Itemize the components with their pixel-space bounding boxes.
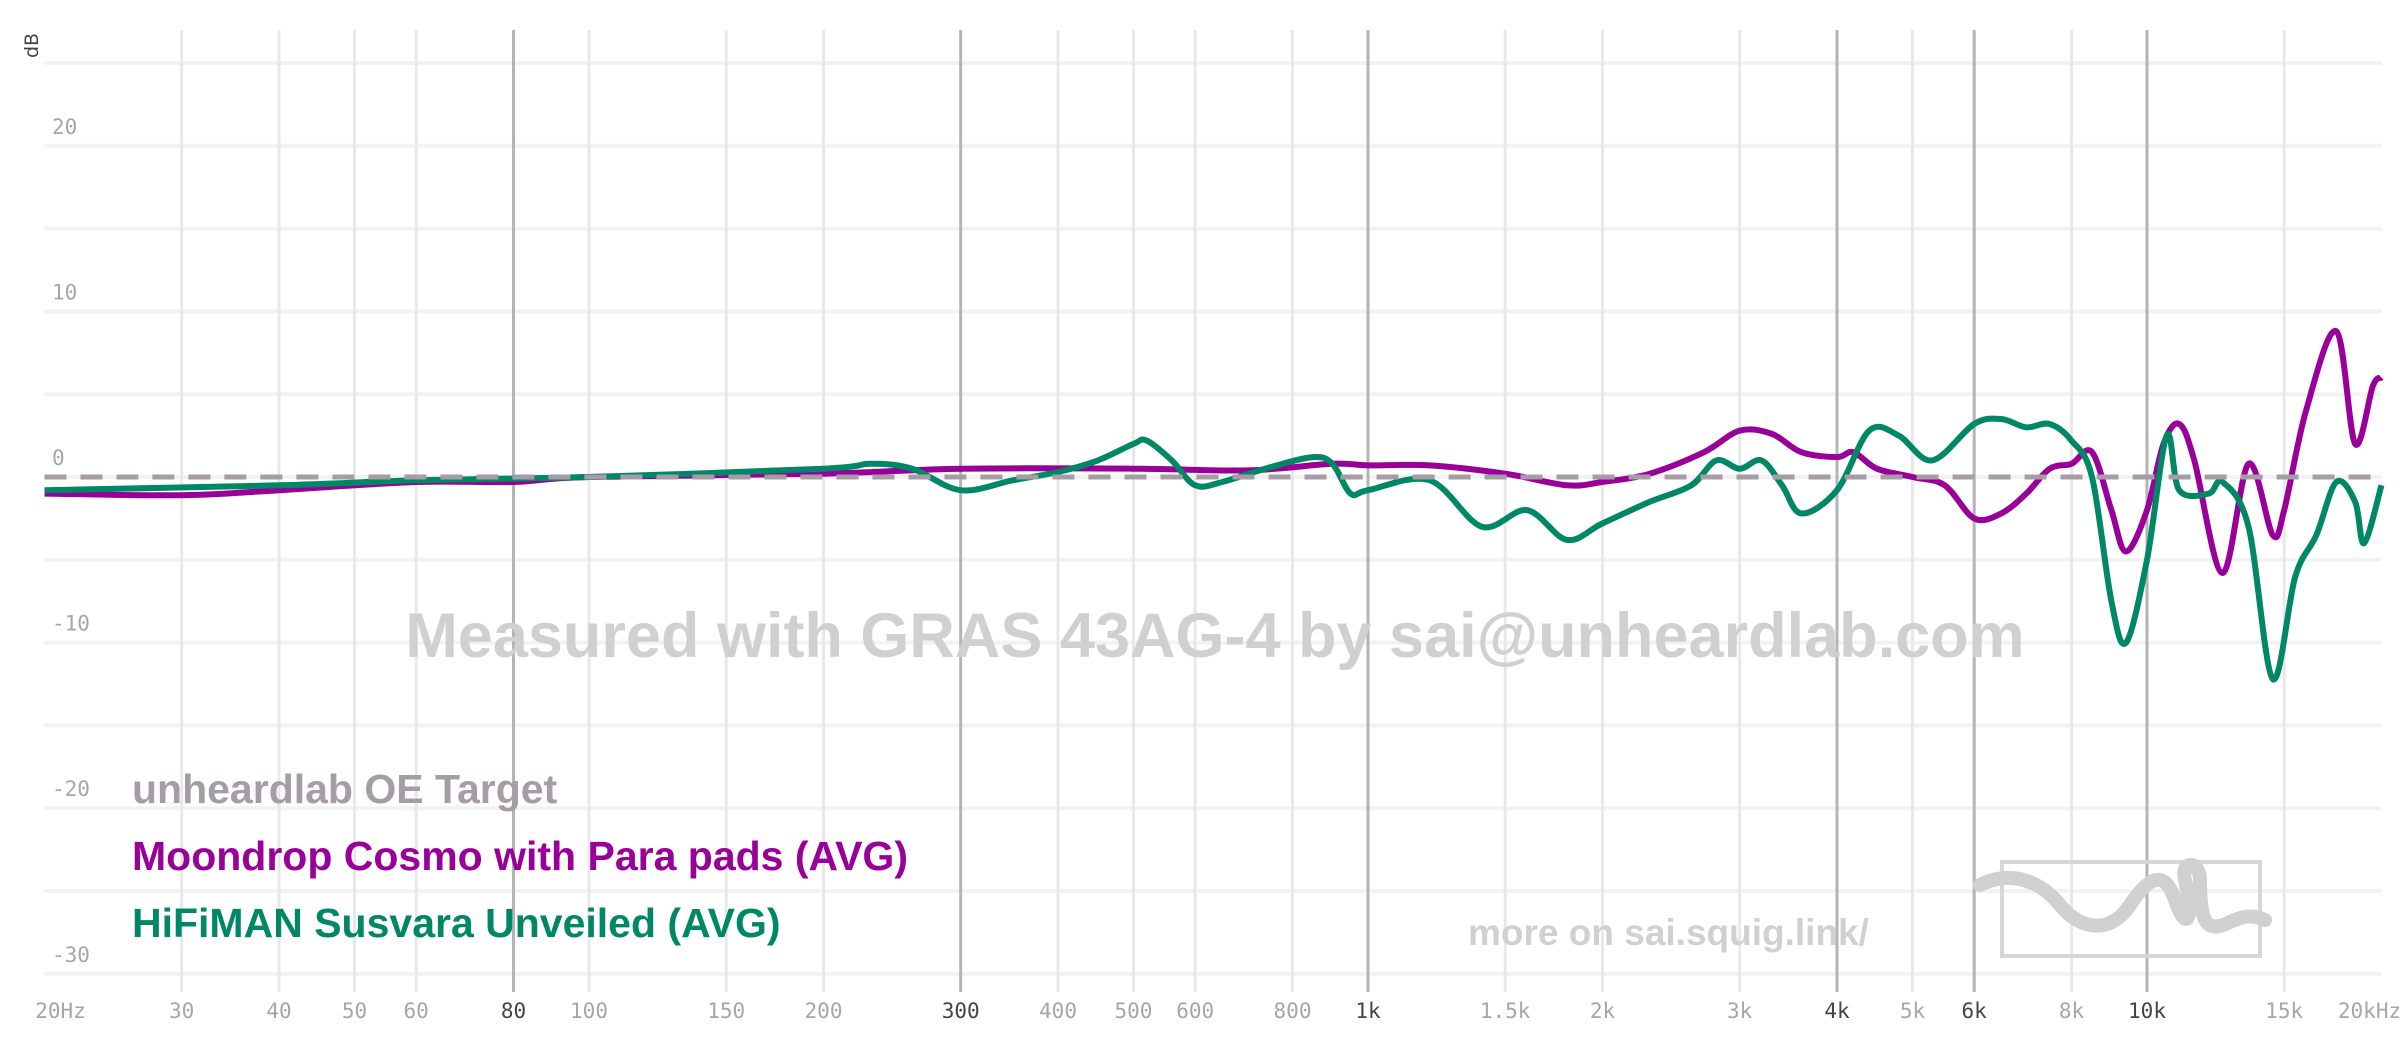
axis-ticks: 20Hz 30 40 50 60 80 100 150 200 300 400 500 600 800 1k… <box>35 115 2400 1023</box>
x-tick-label: 150 <box>707 999 745 1023</box>
x-tick-label: 1.5k <box>1480 999 1531 1023</box>
y-axis-label: dB <box>21 33 43 58</box>
y-tick-label: 0 <box>52 446 65 470</box>
x-tick-label: 3k <box>1727 999 1753 1023</box>
series-line-2 <box>44 415 2385 683</box>
x-tick-label: 80 <box>501 999 526 1023</box>
x-tick-label: 20Hz <box>35 999 86 1023</box>
y-tick-label: 10 <box>52 280 77 304</box>
series-line-1 <box>44 328 2384 577</box>
watermark: Measured with GRAS 43AG-4 by sai@unheard… <box>405 601 2025 671</box>
y-tick-label: -30 <box>52 943 90 967</box>
x-tick-label: 15k <box>2265 999 2303 1023</box>
x-tick-label: 800 <box>1274 999 1312 1023</box>
site-link-text: more on sai.squig.link/ <box>1468 912 1869 953</box>
x-tick-label: 20kHz <box>2338 999 2400 1023</box>
x-tick-label: 60 <box>404 999 429 1023</box>
x-tick-label: 300 <box>942 999 980 1023</box>
legend-target[interactable]: unheardlab OE Target <box>132 766 558 812</box>
x-tick-label: 200 <box>805 999 843 1023</box>
x-tick-label: 30 <box>169 999 194 1023</box>
x-tick-label: 1k <box>1355 999 1381 1023</box>
x-tick-label: 2k <box>1590 999 1616 1023</box>
y-tick-label: 20 <box>52 115 77 139</box>
y-tick-label: -10 <box>52 612 90 636</box>
x-tick-label: 4k <box>1824 999 1850 1023</box>
x-tick-label: 40 <box>266 999 291 1023</box>
x-tick-label: 100 <box>570 999 608 1023</box>
legend-moondrop-cosmo[interactable]: Moondrop Cosmo with Para pads (AVG) <box>132 833 908 879</box>
x-tick-label: 10k <box>2128 999 2166 1023</box>
x-tick-label: 500 <box>1115 999 1153 1023</box>
x-tick-label: 8k <box>2059 999 2085 1023</box>
squig-logo <box>1973 858 2272 958</box>
x-tick-label: 600 <box>1176 999 1214 1023</box>
legend-hifiman-susvara[interactable]: HiFiMAN Susvara Unveiled (AVG) <box>132 900 781 946</box>
x-tick-label: 6k <box>1962 999 1988 1023</box>
y-tick-label: -20 <box>52 777 90 801</box>
curves <box>44 328 2385 683</box>
x-tick-label: 50 <box>342 999 367 1023</box>
x-tick-label: 5k <box>1900 999 1926 1023</box>
x-tick-label: 400 <box>1039 999 1077 1023</box>
